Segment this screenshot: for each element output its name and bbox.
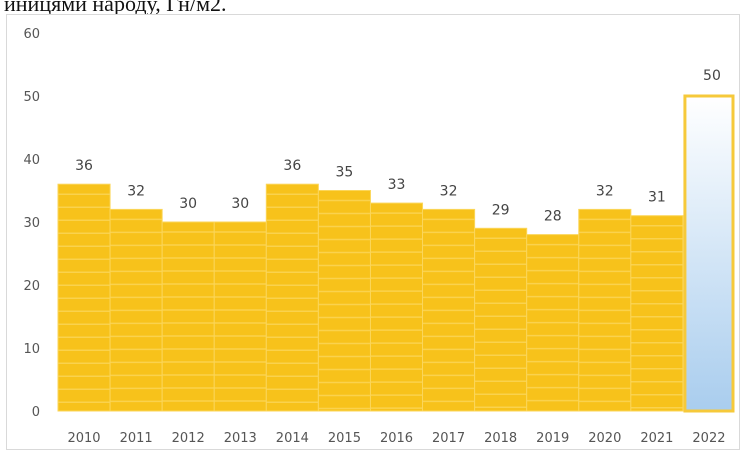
data-label-2016: 33	[388, 177, 406, 193]
x-axis: 2010 2011 2012 2013 2014 2015 2016 2017 2018 2019…	[67, 431, 725, 446]
bar-2014	[265, 183, 319, 412]
bar-rect	[683, 94, 735, 413]
data-label-2021: 31	[648, 190, 666, 206]
bar-2012	[161, 221, 215, 412]
data-labels: 36 32 30 30 36 35 33 32 29 28 32 31 50	[75, 68, 721, 225]
y-tick-label: 20	[23, 279, 40, 294]
x-tick-label: 2012	[172, 431, 205, 446]
bar-2016	[369, 202, 424, 412]
data-label-2012: 30	[179, 196, 197, 212]
bar-2019	[526, 234, 580, 412]
chart-caption: иницями народу, Гн/м2.	[4, 0, 227, 16]
bar-rect	[161, 221, 215, 412]
x-tick-label: 2015	[328, 431, 361, 446]
bar-2010	[57, 183, 111, 412]
bars	[57, 94, 735, 413]
bar-2017	[422, 208, 476, 412]
y-tick-label: 0	[32, 405, 40, 420]
x-tick-label: 2020	[588, 431, 621, 446]
bar-rect	[474, 227, 528, 412]
bar-2015	[317, 190, 371, 412]
data-label-2015: 35	[336, 165, 354, 181]
x-tick-label: 2019	[536, 431, 569, 446]
y-tick-label: 50	[23, 90, 40, 105]
data-label-2019: 28	[544, 209, 562, 225]
data-label-2013: 30	[231, 196, 249, 212]
y-tick-label: 30	[23, 216, 40, 231]
x-tick-label: 2011	[120, 431, 153, 446]
data-label-2011: 32	[127, 183, 145, 199]
bar-2021	[630, 215, 684, 412]
data-label-2014: 36	[283, 158, 301, 174]
x-tick-label: 2013	[224, 431, 257, 446]
data-label-2017: 32	[440, 183, 458, 199]
data-label-2010: 36	[75, 158, 93, 174]
bar-rect	[630, 215, 684, 412]
bar-rect	[369, 202, 424, 412]
bar-2022	[683, 94, 735, 413]
y-tick-label: 40	[23, 153, 40, 168]
x-tick-label: 2021	[640, 431, 673, 446]
data-label-2022: 50	[703, 68, 721, 84]
bar-2020	[578, 208, 632, 412]
y-tick-label: 60	[23, 27, 40, 42]
y-tick-label: 10	[23, 342, 40, 357]
x-tick-label: 2014	[276, 431, 309, 446]
bar-rect	[317, 190, 371, 412]
x-tick-label: 2018	[484, 431, 517, 446]
data-label-2018: 29	[492, 202, 510, 218]
x-tick-label: 2022	[692, 431, 725, 446]
bar-2013	[213, 221, 267, 412]
x-tick-label: 2010	[67, 431, 100, 446]
bar-2018	[474, 227, 528, 412]
data-label-2020: 32	[596, 183, 614, 199]
x-tick-label: 2017	[432, 431, 465, 446]
x-tick-label: 2016	[380, 431, 413, 446]
bar-2011	[109, 208, 163, 412]
y-axis: 0 10 20 30 40 50 60	[23, 27, 40, 420]
bar-rect	[213, 221, 267, 412]
